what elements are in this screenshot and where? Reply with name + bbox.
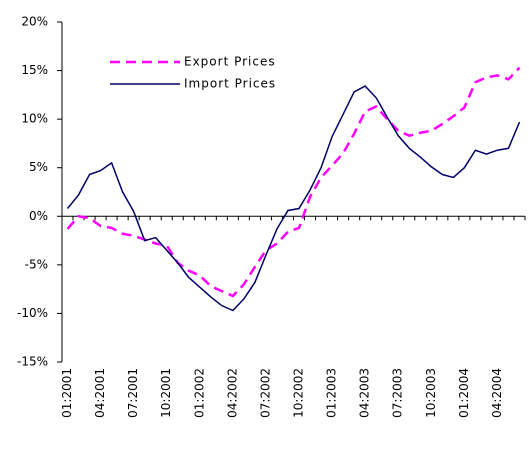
x-tick-label: 07:2002 [258,368,272,418]
x-tick-label: 04:2004 [490,368,504,418]
x-tick-label: 10:2002 [292,368,306,418]
x-tick-label: 10:2001 [159,368,173,418]
x-tick-label: 10:2003 [424,368,438,418]
x-tick-label: 04:2001 [93,368,107,418]
x-tick-label: 01:2004 [457,368,471,418]
y-tick-label: 0% [29,209,48,223]
x-tick-label: 04:2002 [225,368,239,418]
x-tick-label: 07:2003 [391,368,405,418]
x-tick-label: 01:2002 [192,368,206,418]
line-series [66,85,521,312]
y-tick-label: -5% [25,257,48,271]
y-tick-label: -10% [17,306,48,320]
x-tick-label: 04:2003 [358,368,372,418]
legend-label: Export Prices [184,55,276,69]
line-series [66,66,521,298]
x-tick-label: 01:2003 [325,368,339,418]
y-tick-label: 5% [29,160,48,174]
legend-label: Import Prices [184,77,276,91]
y-tick-label: -15% [17,355,48,369]
y-tick-label: 20% [21,15,48,29]
x-tick-label: 07:2001 [126,368,140,418]
y-tick-label: 10% [21,112,48,126]
x-tick-label: 01:2001 [60,368,74,418]
y-tick-label: 15% [21,63,48,77]
